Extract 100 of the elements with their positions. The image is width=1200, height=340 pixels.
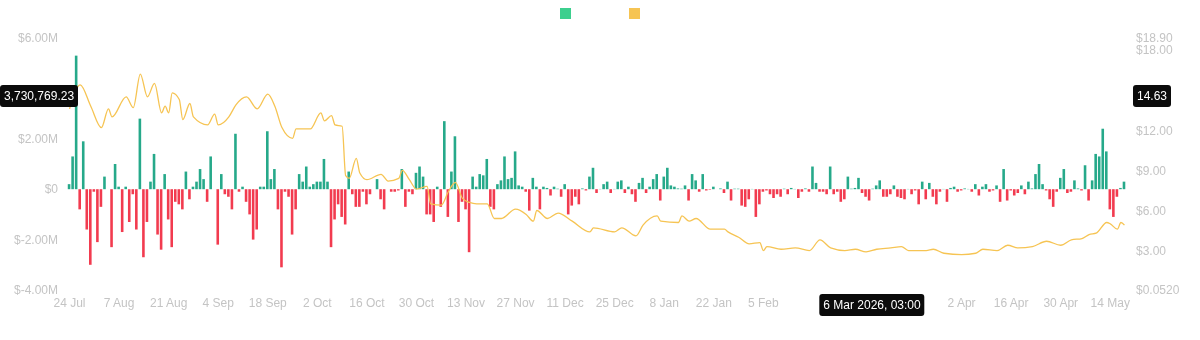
bar [1087,189,1090,201]
bar [1020,185,1023,190]
bar [786,189,789,195]
bar [797,189,800,199]
bar [1016,189,1020,193]
bar [1073,180,1076,190]
bar [920,181,924,190]
bar [843,189,846,200]
bar [832,189,836,195]
x-tick-label: 30 Apr [1043,295,1079,310]
bar [209,156,212,190]
x-tick-label: 24 Jul [53,295,86,310]
bar [78,189,81,210]
y-tick-label: $2.00M [17,132,58,147]
bar [687,189,690,201]
x-tick-label: 2 Oct [303,295,333,310]
bar [81,141,85,190]
bar [127,189,131,222]
bar [273,169,276,190]
bar [404,189,407,207]
x-tick-label: 8 Jan [649,295,679,310]
x-tick-label: 13 Nov [447,295,486,310]
bar [280,189,283,268]
bar [503,156,506,190]
y-tick-label: $6.00M [17,31,58,46]
text: 14.63 [1133,85,1172,107]
bar [432,189,435,222]
x-tick-label: 21 Aug [149,295,188,310]
bar [896,189,899,197]
bar [566,189,570,215]
y2-tick-label: $18.90 [1136,31,1174,46]
bar [839,189,843,202]
bar [496,184,499,190]
bar [216,189,220,245]
bar [658,189,662,201]
bar [881,189,885,197]
bar [825,189,828,195]
bar [142,189,145,258]
bar [1094,153,1097,190]
bar [889,189,892,195]
bar [188,189,191,200]
bar [772,189,775,199]
bar [857,177,860,190]
x-tick-label: 4 Sep [202,295,235,310]
bar [602,184,605,190]
bar [666,167,669,190]
bar [995,185,998,190]
bar [549,189,552,196]
y2-tick-label: $18.00 [1136,43,1174,58]
bar [779,189,782,197]
bar [910,189,913,195]
bar [927,182,931,190]
bar [811,166,814,190]
x-tick-label: 7 Aug [103,295,135,310]
bar [595,189,598,193]
bar [1012,189,1016,196]
bar [634,189,637,202]
bar [641,177,644,190]
bar [443,121,446,190]
bar [988,189,991,192]
bar [425,189,428,215]
bar [878,180,882,190]
bar [818,189,821,192]
bar [135,189,138,230]
bar [181,189,184,210]
bar [1112,189,1115,217]
y2-tick-label: $0.0520 [1136,283,1180,298]
bar [389,189,393,192]
y2-tick-label: $3.00 [1136,243,1167,258]
bar [96,189,99,243]
bar [411,189,414,195]
y2-tick-label: $9.00 [1136,163,1167,178]
x-tick-label: 16 Oct [349,295,386,310]
bar [655,174,659,190]
x-tick-label: 25 Dec [595,295,634,310]
bar [616,181,620,190]
bar [743,189,747,207]
y-tick-label: $0 [44,182,59,197]
x-tick-label: 16 Apr [993,295,1029,310]
bar [1066,189,1069,193]
bar [365,189,368,205]
bar [163,174,166,190]
bar [110,189,113,248]
bar [620,180,623,190]
bar [527,189,531,211]
bar [89,189,92,265]
x-tick-label: 14 May [1090,295,1130,310]
y2-tick-label: $12.00 [1136,123,1174,138]
y2-tick-label: $6.00 [1136,203,1167,218]
bar [219,174,223,190]
bar [917,189,920,205]
y-tick-label: $-4.00M [13,283,58,298]
text: 6 Mar 2026, 03:00 [819,294,925,316]
bar [1101,128,1105,190]
bar [609,189,612,193]
annotation: 3,730,769.23 [0,85,79,107]
bar [970,189,974,192]
bar [489,189,492,207]
bar [924,189,928,200]
bar [393,189,397,192]
